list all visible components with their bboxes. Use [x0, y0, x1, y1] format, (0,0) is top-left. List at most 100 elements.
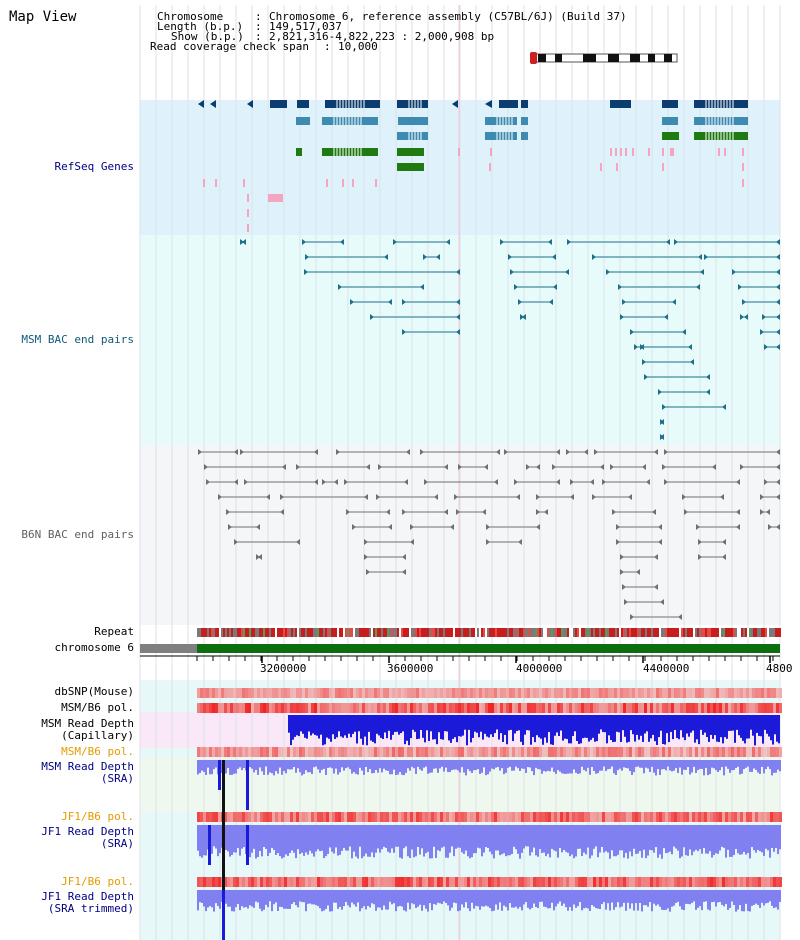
bac-end — [388, 299, 392, 305]
track-label-msm-depth-cap[interactable]: MSM Read Depth — [41, 717, 134, 730]
depth-bar — [229, 890, 231, 907]
repeat-mark — [301, 628, 303, 637]
depth-bar — [363, 890, 365, 907]
depth-bar — [293, 890, 295, 903]
pol-mark — [344, 877, 347, 887]
depth-bar — [423, 760, 425, 768]
depth-bar — [689, 760, 691, 775]
repeat-mark — [519, 628, 521, 637]
depth-bar — [213, 760, 215, 770]
pol-mark — [737, 703, 740, 713]
pol-mark — [461, 812, 464, 822]
pol-mark — [518, 747, 521, 757]
pol-mark — [356, 747, 359, 757]
depth-bar — [363, 825, 365, 857]
repeat-mark — [653, 628, 655, 637]
track-label-msm-b6-pol-2[interactable]: MSM/B6 pol. — [61, 745, 134, 758]
bac-end — [776, 269, 780, 275]
gene — [398, 117, 428, 125]
repeat-mark — [341, 628, 343, 637]
pol-mark — [545, 747, 548, 757]
depth-bar — [317, 825, 319, 850]
pol-mark — [458, 877, 461, 887]
depth-bar — [241, 825, 243, 849]
depth-bar — [555, 890, 557, 907]
depth-bar — [346, 715, 348, 738]
depth-bar — [602, 715, 604, 733]
pol-mark — [722, 877, 725, 887]
track-label-msm-b6-pol-1[interactable]: MSM/B6 pol. — [61, 701, 134, 714]
pol-mark — [245, 877, 248, 887]
pol-mark — [581, 812, 584, 822]
depth-bar — [213, 890, 215, 912]
track-label-refseq[interactable]: RefSeq Genes — [54, 160, 134, 173]
pol-mark — [248, 703, 251, 713]
depth-bar — [540, 715, 542, 739]
snp-mark — [625, 148, 627, 156]
depth-bar — [551, 760, 553, 768]
depth-bar — [760, 715, 762, 737]
bac-end — [410, 524, 414, 530]
pol-mark — [242, 812, 245, 822]
pol-mark — [227, 747, 230, 757]
depth-bar — [705, 760, 707, 768]
track-label-dbsnp[interactable]: dbSNP(Mouse) — [54, 685, 134, 698]
track-label-jf1-depth-sra[interactable]: JF1 Read Depth — [41, 825, 134, 838]
pol-mark — [335, 747, 338, 757]
depth-bar — [472, 715, 474, 738]
pol-mark — [197, 877, 200, 887]
depth-bar — [577, 825, 579, 849]
ideogram-band — [538, 54, 546, 62]
depth-bar — [269, 760, 271, 773]
track-label-jf1-depth-trim[interactable]: JF1 Read Depth — [41, 890, 134, 903]
depth-bar — [573, 890, 575, 905]
depth-bar — [366, 715, 368, 746]
bac-end — [640, 344, 644, 350]
track-label-chromosome[interactable]: chromosome 6 — [54, 641, 134, 654]
depth-bar — [361, 825, 363, 859]
bac-end — [402, 329, 406, 335]
depth-bar — [728, 715, 730, 731]
pol-mark — [356, 812, 359, 822]
depth-bar — [337, 760, 339, 775]
track-label-repeat[interactable]: Repeat — [94, 625, 134, 638]
depth-bar — [434, 715, 436, 740]
depth-bar — [347, 825, 349, 851]
track-label-b6n-bac[interactable]: B6N BAC end pairs — [21, 528, 134, 541]
pol-mark — [554, 812, 557, 822]
pol-mark — [749, 747, 752, 757]
depth-bar — [717, 760, 719, 772]
depth-bar — [560, 715, 562, 731]
pol-mark — [341, 877, 344, 887]
track-label-jf1-b6-pol-1[interactable]: JF1/B6 pol. — [61, 810, 134, 823]
bac-end — [402, 299, 406, 305]
depth-bar — [681, 890, 683, 910]
pol-mark — [755, 877, 758, 887]
repeat-mark — [347, 628, 349, 637]
repeat-mark — [497, 628, 499, 637]
depth-bar — [361, 760, 363, 771]
depth-bar — [751, 760, 753, 772]
depth-bar — [429, 890, 431, 904]
depth-bar — [289, 890, 291, 909]
depth-bar — [518, 715, 520, 731]
depth-bar — [295, 825, 297, 859]
depth-bar — [197, 760, 199, 775]
bac-end — [522, 314, 526, 320]
depth-bar — [233, 760, 235, 774]
track-label-msm-depth-sra[interactable]: MSM Read Depth — [41, 760, 134, 773]
pol-mark — [350, 877, 353, 887]
track-label-jf1-b6-pol-2[interactable]: JF1/B6 pol. — [61, 875, 134, 888]
depth-bar — [663, 890, 665, 911]
pol-mark — [626, 812, 629, 822]
depth-bar — [443, 760, 445, 772]
pol-mark — [413, 877, 416, 887]
bac-end — [706, 374, 710, 380]
bac-end — [364, 494, 368, 500]
depth-bar — [521, 760, 523, 769]
depth-bar — [373, 760, 375, 774]
pol-mark — [695, 747, 698, 757]
pol-mark — [590, 688, 593, 698]
track-label-msm-bac[interactable]: MSM BAC end pairs — [21, 333, 134, 346]
